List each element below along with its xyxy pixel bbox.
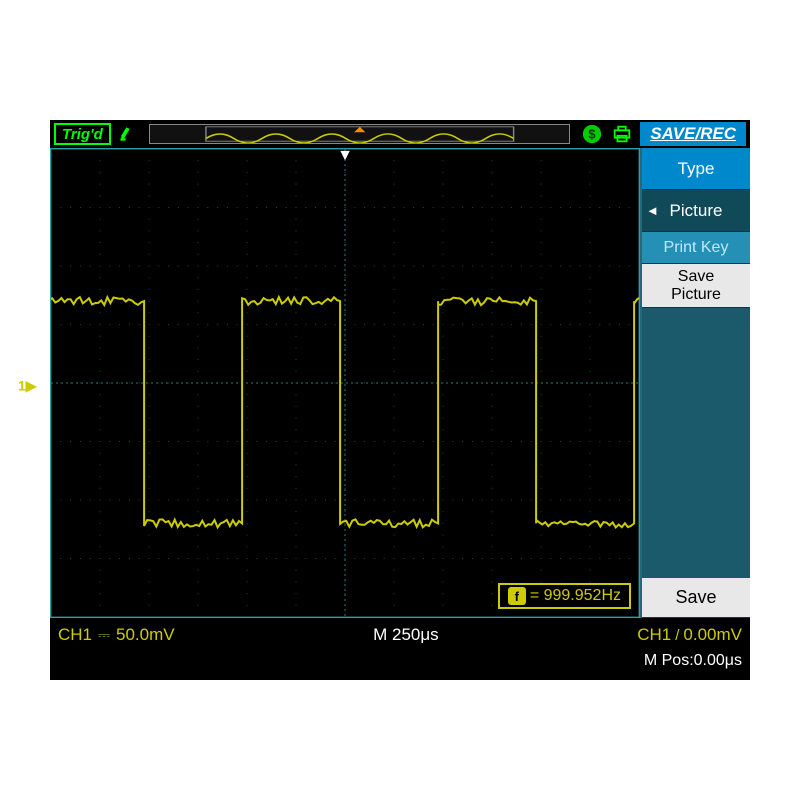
trigger-position-arrow: ▼ <box>337 147 353 165</box>
trig-level: 0.00mV <box>683 625 742 645</box>
save-button[interactable]: Save <box>642 578 750 618</box>
pos-value: 0.00μs <box>694 652 742 669</box>
paint-icon <box>117 123 139 145</box>
bottom-status-bar: CH1 ⎓ 50.0mV M 250μs CH1 / 0.00mV M Pos:… <box>50 618 750 674</box>
currency-icon: $ <box>580 122 604 146</box>
printkey-line1: Save <box>678 268 714 286</box>
printer-icon <box>610 122 634 146</box>
oscilloscope-screen: 1▶ Trig'd $ SAVE/REC ▼ <box>50 120 750 680</box>
waveform-trace <box>51 149 639 617</box>
main-area: ▼ f = 999.952Hz Type Picture Print Key S… <box>50 148 750 618</box>
timebase-label: M <box>373 625 387 644</box>
timebase-value: 250μs <box>392 625 439 644</box>
pos-label: M Pos: <box>644 652 694 669</box>
menu-title: SAVE/REC <box>640 122 746 146</box>
menu-printkey-value[interactable]: Save Picture <box>642 264 750 308</box>
channel-1-marker: 1▶ <box>18 378 37 395</box>
printkey-line2: Picture <box>671 286 721 304</box>
side-menu: Type Picture Print Key Save Picture Save <box>640 148 750 618</box>
frequency-icon: f <box>508 587 526 605</box>
menu-spacer <box>642 308 750 578</box>
frequency-value: = 999.952Hz <box>530 587 621 605</box>
menu-type-label[interactable]: Type <box>642 148 750 190</box>
svg-text:$: $ <box>589 127 596 142</box>
horizontal-position-readout: M Pos:0.00μs <box>644 652 742 670</box>
menu-printkey-label[interactable]: Print Key <box>642 232 750 264</box>
trigger-level-readout: CH1 / 0.00mV <box>637 625 742 645</box>
trig-ch: CH1 <box>637 625 671 645</box>
coupling-icon: ⎓ <box>98 627 110 644</box>
waveform-display[interactable]: ▼ f = 999.952Hz <box>50 148 640 618</box>
trigger-status: Trig'd <box>54 123 111 145</box>
vdiv-value: 50.0mV <box>116 625 175 645</box>
frequency-readout: f = 999.952Hz <box>498 583 631 609</box>
ch-label: CH1 <box>58 625 92 645</box>
timebase-overview <box>149 124 571 144</box>
trig-slope-icon: / <box>675 627 679 644</box>
top-status-bar: Trig'd $ SAVE/REC <box>50 120 750 148</box>
timebase-readout: M 250μs <box>373 625 439 645</box>
menu-type-value[interactable]: Picture <box>642 190 750 232</box>
channel-vdiv-readout: CH1 ⎓ 50.0mV <box>58 625 175 645</box>
